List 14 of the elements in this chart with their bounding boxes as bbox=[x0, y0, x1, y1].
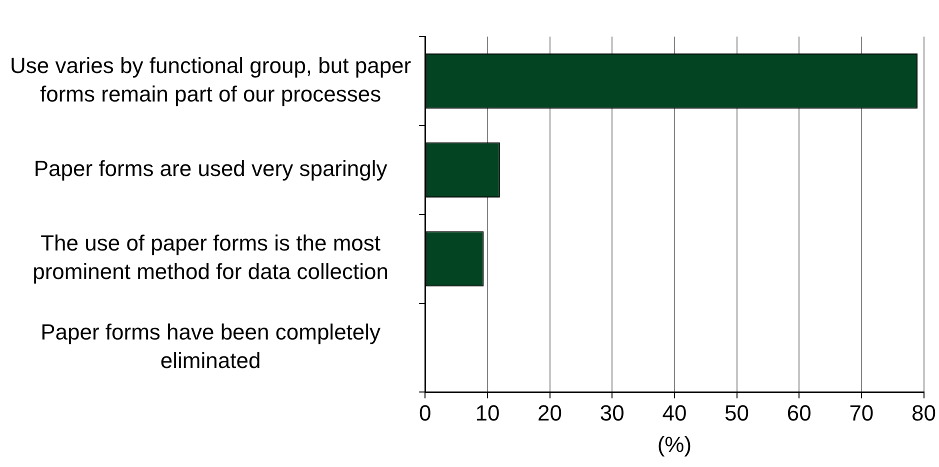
x-tick-label: 70 bbox=[849, 400, 874, 426]
x-tick-label: 60 bbox=[786, 400, 812, 426]
x-axis-title: (%) bbox=[657, 432, 692, 457]
x-tick-label: 50 bbox=[724, 400, 750, 426]
x-tick-label: 30 bbox=[600, 400, 624, 426]
x-tick-label: 80 bbox=[912, 400, 936, 426]
x-tick-label: 10 bbox=[475, 400, 500, 426]
y-tick-label: Paper forms are used very sparingly bbox=[34, 156, 388, 182]
y-tick-label: Paper forms have been completely eliminated bbox=[40, 320, 381, 374]
x-tick-label: 0 bbox=[419, 400, 432, 426]
y-tick-label: Use varies by functional group, but paper forms remain part of our processes bbox=[10, 52, 412, 106]
x-tick-label: 20 bbox=[538, 400, 562, 426]
y-tick-label: The use of paper forms is the most prominent method for data collection bbox=[32, 230, 388, 284]
x-tick-label: 40 bbox=[662, 400, 687, 426]
